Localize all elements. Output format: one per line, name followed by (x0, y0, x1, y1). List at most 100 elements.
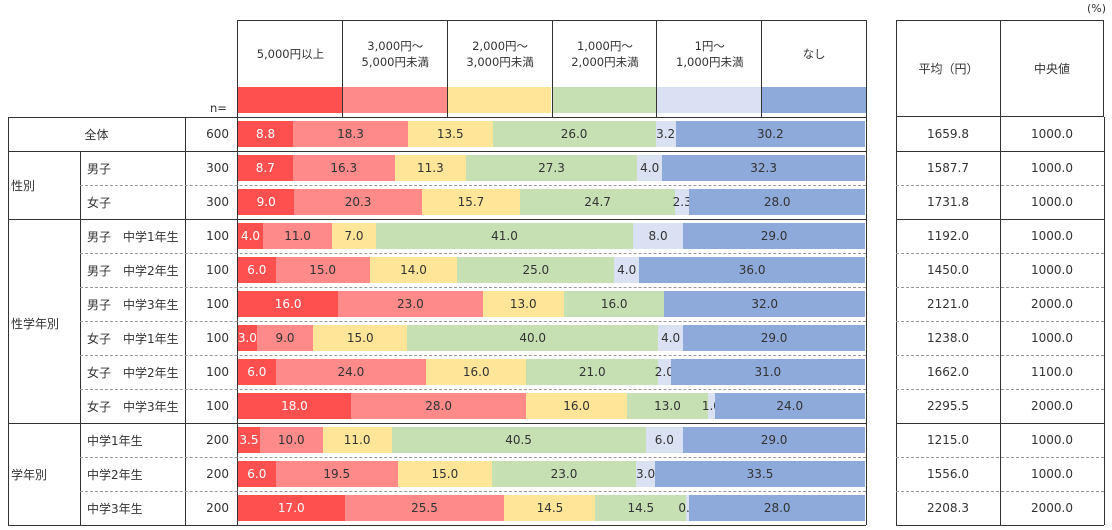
group-divider (8, 423, 866, 424)
category-label: 女子 (87, 195, 112, 210)
mean-value: 1662.0 (927, 365, 969, 379)
median-value: 2000.0 (1031, 297, 1073, 311)
category-label: 女子 中学1年生 (87, 331, 179, 346)
n-value: 100 (206, 297, 229, 311)
mean-value: 1659.8 (927, 127, 969, 141)
legend-label-5: なし (761, 20, 867, 117)
bar-segment: 11.0 (263, 223, 333, 249)
n-value: 600 (206, 127, 229, 141)
bar-segment: 21.0 (526, 359, 659, 385)
median-header: 中央値 (1000, 20, 1104, 117)
legend-swatch-3 (552, 87, 657, 113)
row-divider (80, 185, 866, 186)
n-value: 200 (206, 467, 229, 481)
category-label: 全体 (84, 127, 109, 142)
bar-segment: 9.0 (238, 189, 295, 215)
bar-segment: 7.0 (332, 223, 376, 249)
mean-value: 1556.0 (927, 467, 969, 481)
n-value: 100 (206, 399, 229, 413)
bar-segment: 18.0 (238, 393, 351, 419)
median-value: 1100.0 (1031, 365, 1073, 379)
bar-segment: 29.0 (683, 223, 865, 249)
bar-segment: 25.5 (344, 495, 505, 521)
bar-segment: 19.5 (275, 461, 398, 487)
stats-row-divider (896, 355, 1104, 356)
bar-segment: 6.0 (238, 359, 276, 385)
table-top-border (8, 117, 866, 118)
group-label: 性学年別 (11, 316, 60, 331)
legend-label-3: 1,000円～ 2,000円未満 (551, 20, 658, 117)
category-label: 中学3年生 (87, 501, 143, 516)
bar-segment: 4.0 (637, 155, 663, 181)
stats-row-divider (896, 389, 1104, 390)
bar-segment: 14.5 (504, 495, 596, 521)
bar-segment: 24.7 (520, 189, 675, 215)
stats-bottom-border (896, 525, 1104, 526)
stats-row-divider (896, 287, 1104, 288)
n-header: n= (210, 101, 227, 115)
row-divider (80, 287, 866, 288)
group-col-border (80, 423, 81, 525)
category-label: 男子 中学2年生 (87, 263, 179, 278)
n-value: 100 (206, 365, 229, 379)
stats-row-divider (896, 321, 1104, 322)
stats-right-border (1104, 117, 1105, 525)
category-label: 女子 中学3年生 (87, 399, 179, 414)
bar-segment: 8.7 (238, 155, 293, 181)
bar-segment: 14.5 (595, 495, 687, 521)
stats-row-divider (896, 491, 1104, 492)
bar-segment: 4.0 (658, 325, 684, 351)
bar-segment: 13.5 (407, 121, 493, 147)
median-value: 1000.0 (1031, 127, 1073, 141)
median-value: 1000.0 (1031, 263, 1073, 277)
category-label: 女子 中学2年生 (87, 365, 179, 380)
bar-segment: 3.0 (636, 461, 655, 487)
row-divider (80, 389, 866, 390)
bar-right-border (866, 117, 867, 525)
median-value: 1000.0 (1031, 229, 1073, 243)
row-divider (80, 321, 866, 322)
bar-segment: 17.0 (238, 495, 345, 521)
group-divider (8, 219, 866, 220)
bar-segment: 16.0 (526, 393, 627, 419)
legend-swatch-2 (447, 87, 552, 113)
bar-segment: 33.5 (654, 461, 865, 487)
bar-segment: 11.3 (394, 155, 466, 181)
bar-segment: 40.5 (391, 427, 646, 453)
group-label: 学年別 (11, 467, 48, 482)
bar-segment: 13.0 (482, 291, 565, 317)
n-value: 300 (206, 195, 229, 209)
bar-segment: 16.0 (238, 291, 339, 317)
stats-row-divider (896, 457, 1104, 458)
stats-group-divider (896, 423, 1104, 424)
row-divider (80, 355, 866, 356)
median-value: 2000.0 (1031, 399, 1073, 413)
bar-segment: 8.0 (633, 223, 684, 249)
table-left-border (8, 117, 9, 525)
legend-swatch-1 (342, 87, 447, 113)
bar-segment: 23.0 (491, 461, 637, 487)
bar-segment: 2.0 (655, 359, 674, 385)
bar-segment: 25.0 (457, 257, 615, 283)
stats-group-divider (896, 219, 1104, 220)
n-value: 200 (206, 433, 229, 447)
bar-segment: 40.0 (407, 325, 659, 351)
table-bottom-border (8, 525, 866, 526)
bar-segment: 6.0 (238, 461, 276, 487)
bar-segment: 10.0 (259, 427, 323, 453)
mean-header: 平均（円） (896, 20, 1000, 117)
legend-label-1: 3,000円～ 5,000円未満 (341, 20, 448, 117)
mean-value: 1587.7 (927, 161, 969, 175)
bar-segment: 28.0 (689, 495, 865, 521)
mean-value: 2121.0 (927, 297, 969, 311)
median-value: 1000.0 (1031, 331, 1073, 345)
bar-segment: 11.0 (322, 427, 392, 453)
bar-segment: 29.0 (683, 427, 865, 453)
bar-segment: 26.0 (492, 121, 656, 147)
stats-row-divider (896, 253, 1104, 254)
n-value: 300 (206, 161, 229, 175)
bar-segment: 31.0 (670, 359, 865, 385)
bar-segment: 16.3 (292, 155, 395, 181)
bar-segment: 13.0 (626, 393, 709, 419)
bar-segment: 4.0 (238, 223, 264, 249)
